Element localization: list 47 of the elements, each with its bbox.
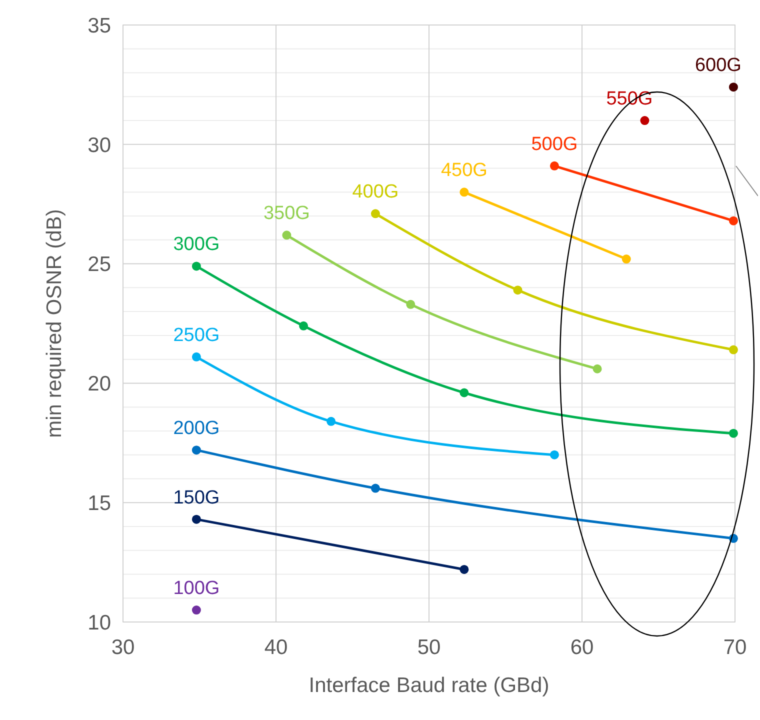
point <box>192 352 201 362</box>
series-label: 450G <box>440 160 488 182</box>
point <box>728 345 738 354</box>
y-tick-label: 35 <box>88 14 111 38</box>
x-tick-label: 60 <box>570 636 594 659</box>
series-label: 400G <box>352 182 399 203</box>
point <box>370 209 380 218</box>
series-label: 100G <box>173 578 220 600</box>
x-tick-label: 40 <box>264 636 288 659</box>
point <box>192 606 201 615</box>
y-axis-title: min required OSNR (dB) <box>43 209 66 438</box>
point <box>728 82 738 92</box>
point <box>550 161 559 170</box>
series-label: 350G <box>263 203 310 224</box>
point <box>513 286 522 295</box>
point <box>192 514 201 524</box>
point <box>299 321 308 330</box>
y-tick-label: 25 <box>88 253 111 276</box>
x-tick-label: 70 <box>723 636 747 659</box>
point <box>622 254 631 264</box>
y-tick-label: 30 <box>88 134 111 157</box>
series-label: 300G <box>173 234 220 256</box>
series-label: 250G <box>173 324 220 346</box>
point <box>460 564 469 574</box>
point <box>728 428 738 438</box>
y-tick-label: 10 <box>88 611 111 634</box>
point <box>326 416 336 426</box>
point <box>728 216 738 226</box>
point <box>460 388 469 398</box>
point <box>460 188 469 197</box>
point <box>192 446 201 455</box>
y-tick-label: 20 <box>88 372 111 396</box>
y-tick-label: 15 <box>88 492 111 515</box>
point <box>192 262 201 271</box>
series-label: 200G <box>173 418 220 440</box>
x-axis-title: Interface Baud rate (GBd) <box>308 674 550 697</box>
x-tick-label: 30 <box>111 636 135 659</box>
series-label: 600G <box>694 55 742 76</box>
point <box>282 230 292 240</box>
point <box>370 484 380 493</box>
x-tick-label: 50 <box>417 636 441 659</box>
point <box>550 450 559 460</box>
series-label: 500G <box>531 134 578 155</box>
point <box>640 116 650 126</box>
point <box>592 364 602 374</box>
series-label: 150G <box>173 487 220 508</box>
point <box>406 300 416 309</box>
